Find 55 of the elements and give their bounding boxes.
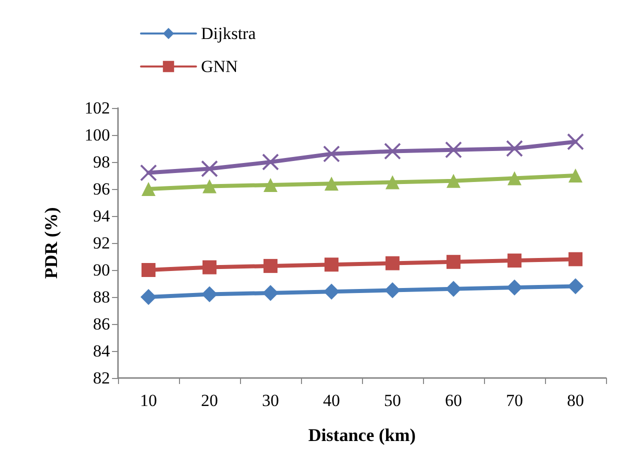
x-axis-title: Distance (km)	[308, 425, 416, 445]
point	[202, 260, 216, 274]
legend-label: Dijkstra	[201, 24, 256, 43]
y-tick-label: 86	[93, 314, 110, 334]
point	[506, 280, 522, 296]
y-tick-label: 84	[93, 342, 110, 360]
point	[386, 256, 400, 270]
point	[262, 154, 279, 170]
point	[324, 258, 338, 272]
point	[323, 145, 340, 162]
point	[264, 178, 278, 192]
y-tick-label: 102	[84, 98, 110, 118]
x-tick-label: 30	[262, 391, 279, 410]
point	[201, 160, 218, 178]
point	[508, 171, 522, 186]
y-tick-label: 100	[84, 126, 110, 144]
y-tick-label: 88	[93, 288, 110, 306]
point	[142, 182, 156, 196]
point	[386, 175, 400, 190]
point	[446, 174, 460, 188]
point	[567, 133, 584, 150]
x-tick-label: 10	[140, 391, 157, 410]
point	[384, 142, 401, 160]
x-tick-label: 60	[445, 391, 462, 410]
y-tick-label: 94	[93, 206, 110, 226]
y-tick-label: 98	[93, 152, 110, 172]
point	[142, 263, 156, 277]
y-axis-title: PDR (%)	[41, 207, 61, 279]
x-tick-label: 50	[384, 391, 401, 410]
point	[324, 284, 340, 300]
x-tick-label: 40	[323, 391, 340, 410]
point	[384, 282, 400, 298]
x-tick-label: 80	[567, 391, 584, 410]
y-tick-label: 82	[93, 368, 110, 388]
point	[446, 280, 462, 297]
point	[568, 168, 582, 182]
point	[262, 284, 278, 301]
y-tick-label: 90	[93, 260, 110, 280]
point	[568, 252, 582, 266]
point	[324, 176, 338, 191]
point	[508, 254, 522, 268]
point	[506, 140, 523, 157]
point	[140, 164, 157, 182]
x-tick-label: 20	[201, 391, 218, 410]
legend-label: GNN	[201, 57, 238, 76]
point	[568, 278, 584, 294]
point	[140, 289, 156, 305]
point	[446, 254, 460, 269]
point	[264, 258, 278, 273]
point	[202, 286, 218, 302]
point	[445, 141, 462, 158]
point	[202, 179, 216, 194]
y-tick-label: 96	[93, 180, 110, 198]
x-tick-label: 70	[506, 391, 523, 410]
y-tick-label: 92	[93, 234, 110, 252]
